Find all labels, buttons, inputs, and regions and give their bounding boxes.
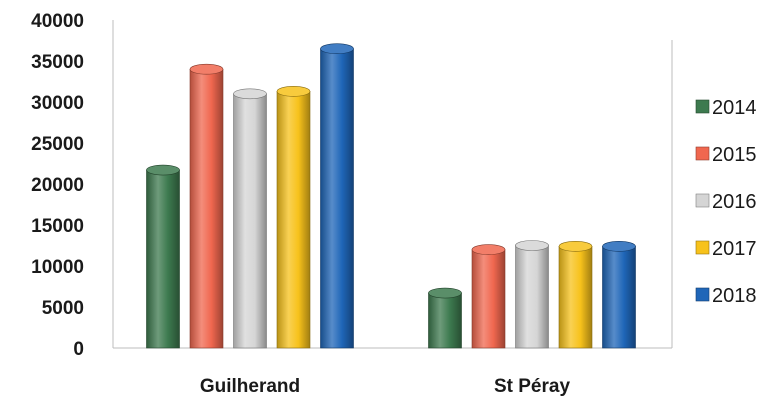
category-label: Guilherand [200,376,300,397]
bar [189,68,224,349]
bar [428,292,462,349]
bar [233,93,267,349]
bars [146,43,636,349]
bar-top [233,88,267,100]
bar-top [189,63,224,75]
bar-top [146,164,180,176]
legend: 2014 2015 2016 2017 2018 [695,97,757,307]
category-labels: Guilherand St Péray [200,376,571,397]
y-tick-label: 35000 [31,52,84,73]
y-tick-label: 25000 [31,134,84,155]
legend-label: 2018 [712,285,757,307]
y-tick-label: 0 [73,339,84,360]
y-tick-label: 20000 [31,175,84,196]
y-tick-label: 40000 [31,11,84,32]
legend-swatch [695,287,710,302]
legend-label: 2016 [712,191,757,213]
bar [320,48,354,349]
y-tick-label: 30000 [31,93,84,114]
y-tick-labels: 0 5000 10000 15000 20000 25000 30000 35000 40000 [31,11,84,360]
legend-label: 2017 [712,238,757,260]
legend-swatch [695,146,710,161]
legend-swatch [695,99,710,114]
bar-top [471,244,506,255]
bar-top [558,241,593,252]
legend-swatch [695,193,710,208]
y-tick-label: 10000 [31,257,84,278]
bar [515,245,549,349]
bar-top [602,241,636,252]
legend-label: 2014 [712,97,757,119]
bar [471,249,506,349]
bar-top [276,86,311,97]
legend-swatch [695,240,710,255]
legend-label: 2015 [712,144,757,166]
bar [146,169,180,349]
category-label: St Péray [494,376,570,397]
y-tick-label: 5000 [42,298,84,319]
y-tick-label: 15000 [31,216,84,237]
bar [602,246,636,349]
bar [276,91,311,349]
bar-top [428,287,462,299]
bar-top [515,240,549,251]
bar [558,246,593,349]
bar-top [320,43,354,55]
